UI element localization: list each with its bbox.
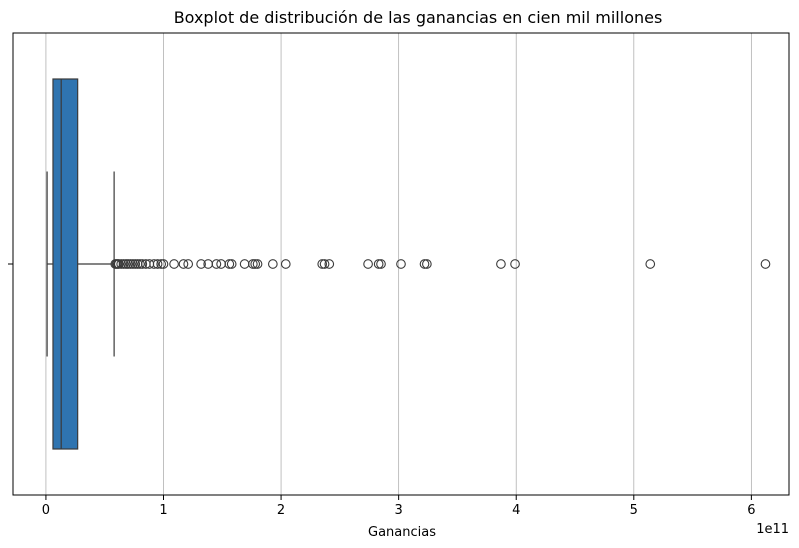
x-tick-label: 3 <box>395 503 403 518</box>
outlier-point <box>317 259 328 269</box>
outlier-point <box>135 259 145 269</box>
x-tick-label: 1 <box>159 503 167 518</box>
outlier-point <box>248 259 258 269</box>
outlier-point <box>224 259 235 269</box>
outlier-point <box>128 259 138 269</box>
outlier-point <box>226 259 237 269</box>
outlier-point <box>156 259 166 269</box>
outlier-point <box>152 259 163 269</box>
x-tick-label: 5 <box>630 503 638 518</box>
chart-title: Boxplot de distribución de las ganancias… <box>174 8 663 27</box>
outlier-point <box>760 259 771 269</box>
outlier-point <box>158 259 169 269</box>
outlier-point <box>319 259 330 269</box>
outlier-point <box>118 259 129 269</box>
outlier-point <box>211 259 222 269</box>
outlier-point <box>396 259 406 269</box>
outlier-point <box>125 259 136 269</box>
outlier-point <box>196 259 206 269</box>
outlier-point <box>363 259 373 269</box>
plot-frame <box>12 32 790 496</box>
outlier-point <box>149 259 159 269</box>
box-plot <box>46 78 115 450</box>
outlier-point <box>183 259 194 269</box>
x-tick-label: 4 <box>512 503 520 518</box>
outlier-point <box>422 259 432 269</box>
outlier-point <box>116 259 127 269</box>
outlier-point <box>510 259 520 269</box>
outlier-point <box>252 259 263 269</box>
x-axis-offset-label: 1e11 <box>756 522 789 537</box>
outlier-point <box>250 259 261 269</box>
outlier-point <box>123 259 134 269</box>
x-tick-label: 6 <box>747 503 755 518</box>
x-tick-label: 0 <box>42 503 50 518</box>
outlier-point <box>121 259 131 269</box>
outlier-point <box>178 259 189 269</box>
outlier-point <box>169 259 179 269</box>
x-axis-ticks: 0 1 2 3 4 5 6 <box>42 495 756 518</box>
outlier-point <box>239 259 250 269</box>
outlier-points <box>110 259 771 269</box>
x-tick-label: 2 <box>277 503 285 518</box>
interquartile-box <box>52 78 79 450</box>
outlier-point <box>373 259 384 269</box>
outlier-point <box>130 259 141 269</box>
outlier-point <box>137 259 148 269</box>
outlier-point <box>645 259 656 269</box>
outlier-point <box>376 259 386 269</box>
outlier-point <box>496 259 506 269</box>
outlier-point <box>280 259 291 269</box>
outlier-point <box>113 259 124 269</box>
outlier-point <box>419 259 430 269</box>
outlier-point <box>324 259 335 269</box>
x-axis-label: Ganancias <box>368 525 436 540</box>
outlier-point <box>267 259 278 269</box>
